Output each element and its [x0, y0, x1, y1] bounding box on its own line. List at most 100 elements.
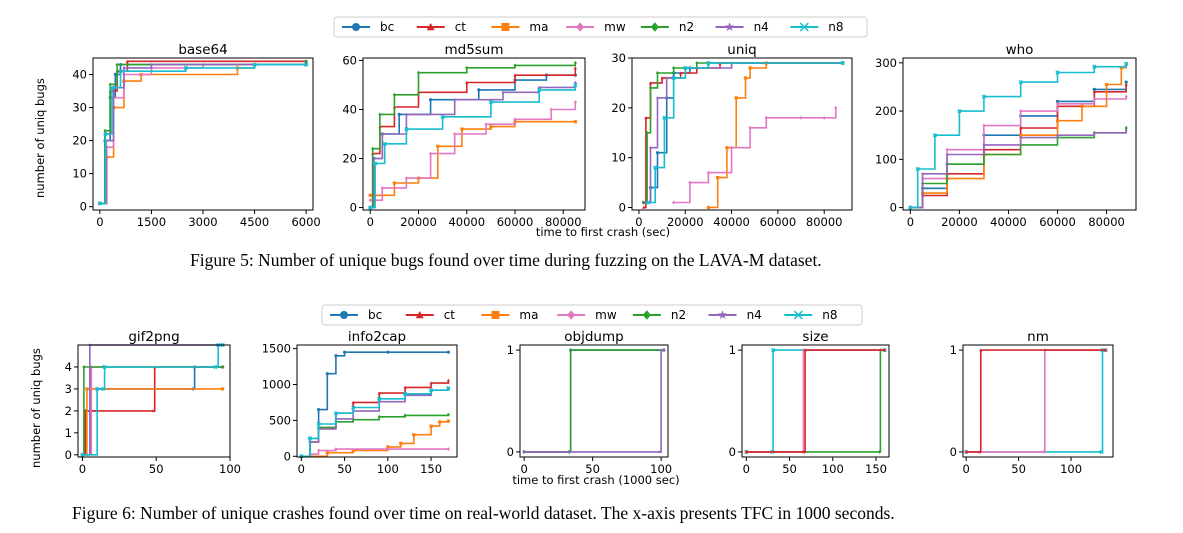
y-tick-label: 100 — [875, 152, 897, 166]
series-line — [524, 349, 664, 453]
figure6-caption: Figure 6: Number of unique crashes found… — [72, 503, 895, 523]
data-point — [744, 450, 748, 454]
data-point — [452, 97, 457, 102]
data-point — [664, 76, 669, 80]
series-line — [746, 349, 885, 453]
data-point — [80, 452, 85, 457]
series-mw — [964, 348, 1108, 454]
data-point — [915, 166, 920, 172]
x-tick-label: 20000 — [400, 215, 437, 229]
x-tick-label: 80000 — [1088, 215, 1125, 229]
data-point — [1042, 449, 1046, 454]
series-line — [648, 62, 843, 204]
data-point — [822, 115, 826, 120]
data-point — [549, 107, 553, 112]
y-tick-label: 10 — [611, 151, 626, 165]
data-point — [743, 76, 748, 80]
legend-item-mw: mw — [566, 20, 626, 34]
data-point — [803, 348, 807, 352]
data-point — [1055, 133, 1060, 137]
data-point — [1018, 79, 1023, 85]
data-point — [1018, 135, 1023, 140]
data-point — [438, 420, 442, 424]
y-tick-label: 0 — [507, 445, 514, 459]
data-point — [404, 176, 409, 181]
x-tick-label: 40000 — [713, 215, 750, 229]
x-tick-label: 20000 — [941, 215, 978, 229]
data-point — [982, 123, 986, 128]
data-point — [957, 108, 962, 114]
y-tick-label: 200 — [875, 104, 897, 118]
series-line — [301, 388, 450, 458]
data-point — [706, 60, 711, 66]
data-point — [446, 385, 451, 391]
legend-frame — [321, 304, 863, 326]
series-ma — [299, 419, 450, 458]
x-tick-label: 1500 — [137, 215, 166, 229]
figure5-caption: Figure 5: Number of unique bugs found ov… — [190, 250, 822, 270]
data-point — [537, 85, 541, 89]
data-point — [1055, 101, 1060, 106]
chart-title: nm — [1027, 329, 1049, 345]
y-tick-label: 300 — [875, 56, 897, 70]
data-point — [436, 144, 440, 148]
data-point — [342, 350, 347, 354]
chart-uniq: 0 20000 40000 60000 80000 0 10 20 30 uniq — [611, 42, 853, 229]
series-n8 — [744, 347, 887, 455]
data-point — [428, 98, 433, 102]
series-line — [301, 380, 450, 458]
data-point — [660, 76, 664, 80]
data-point — [1099, 449, 1104, 455]
data-point — [1124, 128, 1128, 132]
data-point — [429, 424, 433, 428]
data-point — [662, 115, 667, 120]
data-point — [655, 71, 660, 75]
data-point — [351, 405, 356, 410]
legend-marker — [793, 310, 803, 320]
data-point — [748, 125, 752, 130]
figure5-ylabel: number of uniq bugs — [33, 78, 47, 198]
data-point — [725, 146, 729, 150]
data-point — [501, 90, 505, 94]
data-point — [109, 85, 115, 90]
data-point — [537, 87, 542, 93]
y-tick-label: 3 — [65, 382, 72, 396]
data-point — [748, 66, 752, 70]
data-point — [446, 378, 450, 382]
data-point — [484, 122, 488, 127]
data-point — [770, 347, 776, 353]
data-point — [333, 411, 339, 416]
data-point — [371, 146, 375, 151]
axes-frame — [77, 344, 231, 458]
x-tick-label: 100 — [650, 462, 672, 476]
series-n4 — [522, 348, 666, 454]
data-point — [351, 448, 355, 453]
legend-figure6: bc ct ma mw n2 n4 n8 — [321, 304, 863, 326]
series-ma — [98, 63, 308, 205]
y-tick-label: 60 — [342, 53, 357, 67]
data-point — [573, 80, 578, 85]
data-point — [82, 365, 86, 369]
data-point — [307, 436, 313, 441]
data-point — [446, 447, 450, 452]
legend-item-mw: mw — [557, 308, 617, 322]
data-point — [1080, 104, 1084, 108]
series-line — [524, 349, 664, 453]
series-n2 — [368, 60, 577, 210]
data-point — [1092, 64, 1097, 69]
data-point — [399, 441, 403, 445]
data-point — [97, 201, 103, 206]
legend-item-bc: bc — [342, 20, 394, 34]
data-point — [1055, 70, 1060, 75]
legend-item-ct: ct — [416, 20, 466, 34]
data-point — [1104, 348, 1108, 352]
series-line — [99, 63, 307, 205]
series-ma — [80, 387, 225, 457]
data-point — [513, 73, 517, 77]
series-n2 — [641, 61, 845, 205]
data-point — [513, 63, 517, 68]
chart-title: objdump — [564, 329, 623, 345]
data-point — [429, 381, 433, 385]
data-point — [446, 350, 450, 354]
chart-title: base64 — [178, 42, 227, 58]
